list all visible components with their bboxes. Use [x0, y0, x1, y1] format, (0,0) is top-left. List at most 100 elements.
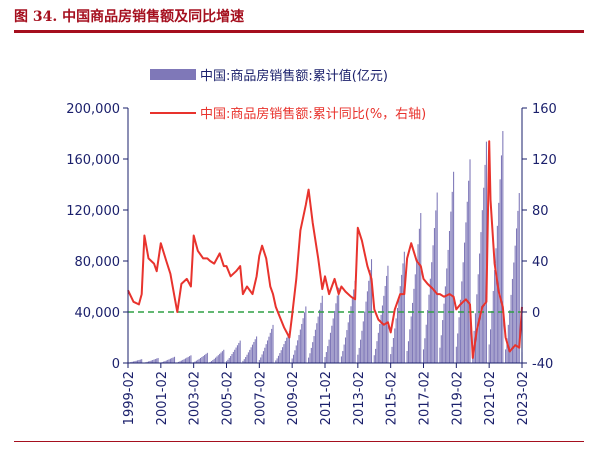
bar: [453, 171, 455, 363]
x-tick-label: 2019-02: [450, 371, 465, 425]
bar: [288, 331, 290, 363]
bar: [234, 349, 236, 363]
bar: [375, 348, 377, 363]
bar: [381, 305, 383, 363]
bar: [344, 337, 347, 363]
bar: [395, 318, 397, 363]
bar: [396, 307, 399, 363]
bar: [354, 280, 356, 363]
bar: [141, 359, 143, 363]
bar: [332, 318, 334, 363]
left-tick-label: 120,000: [66, 204, 120, 219]
bar: [310, 347, 312, 363]
bar: [448, 230, 451, 363]
bar: [509, 310, 511, 363]
bar: [225, 361, 228, 363]
bar: [447, 249, 449, 363]
bar: [499, 179, 501, 363]
bar: [238, 342, 240, 363]
bar: [469, 159, 471, 363]
bar: [294, 350, 296, 363]
bar: [428, 294, 430, 363]
bar: [301, 323, 303, 363]
bar: [279, 353, 281, 363]
bar: [413, 288, 415, 363]
bar: [480, 232, 482, 363]
bar: [202, 356, 204, 363]
bar: [464, 242, 466, 363]
bar: [149, 360, 151, 363]
bar: [483, 187, 485, 363]
bar: [364, 311, 366, 363]
bar: [481, 210, 483, 363]
bar: [243, 359, 245, 363]
bar: [286, 337, 288, 363]
left-tick-label: 200,000: [66, 102, 120, 117]
bar: [293, 354, 295, 363]
bar: [303, 312, 306, 363]
bar: [277, 355, 280, 363]
bar: [325, 352, 327, 363]
bar: [137, 360, 139, 363]
bar: [261, 354, 263, 363]
bar: [461, 281, 463, 363]
bar: [435, 210, 437, 363]
bar: [180, 360, 182, 363]
x-tick-label: 1999-02: [122, 371, 137, 425]
left-axis-ticks: 0 40,000 80,000 120,000 160,000 200,000: [66, 102, 128, 372]
bar: [343, 344, 345, 363]
bar: [146, 361, 148, 363]
bar: [406, 351, 408, 363]
bar: [308, 357, 310, 363]
bar: [360, 339, 362, 363]
right-tick-label: 80: [532, 204, 549, 219]
bar: [429, 278, 431, 363]
bar: [394, 328, 396, 363]
legend-line-label: 中国:商品房销售额:累计同比(%，右轴): [200, 106, 426, 122]
bar: [249, 349, 251, 363]
bar: [256, 336, 258, 363]
bar: [291, 358, 293, 363]
bar: [182, 359, 184, 363]
bar: [258, 359, 260, 363]
bar: [351, 297, 353, 363]
bar: [205, 353, 207, 363]
bar: [353, 289, 355, 363]
bar: [187, 356, 189, 363]
bar: [362, 321, 364, 363]
x-tick-label: 2011-02: [319, 371, 334, 425]
bar: [442, 320, 444, 363]
x-tick-label: 2003-02: [188, 371, 203, 425]
bar: [518, 193, 520, 363]
bar: [410, 316, 412, 363]
bar: [173, 356, 176, 363]
bar: [440, 335, 442, 363]
bar: [505, 349, 507, 363]
bar: [465, 222, 467, 363]
bar: [295, 345, 297, 363]
bar: [153, 359, 155, 363]
bar: [488, 344, 490, 363]
bar: [164, 361, 166, 363]
bar: [152, 360, 154, 363]
bar: [318, 309, 321, 363]
bar: [313, 336, 315, 363]
bar: [491, 310, 493, 363]
bar: [138, 359, 140, 363]
right-tick-label: 120: [532, 153, 557, 168]
bar: [444, 286, 446, 363]
bar: [328, 339, 330, 363]
bar: [157, 357, 159, 363]
bar: [199, 357, 202, 363]
bar: [370, 259, 373, 363]
bar: [336, 295, 338, 363]
bar: [407, 341, 409, 363]
bar: [195, 360, 197, 363]
bar: [165, 360, 167, 363]
figure-title: 图 34. 中国商品房销售额及同比增速: [14, 9, 245, 25]
bar: [416, 259, 418, 363]
bar: [269, 332, 271, 363]
right-tick-label: 160: [532, 102, 557, 117]
bar: [275, 360, 277, 363]
